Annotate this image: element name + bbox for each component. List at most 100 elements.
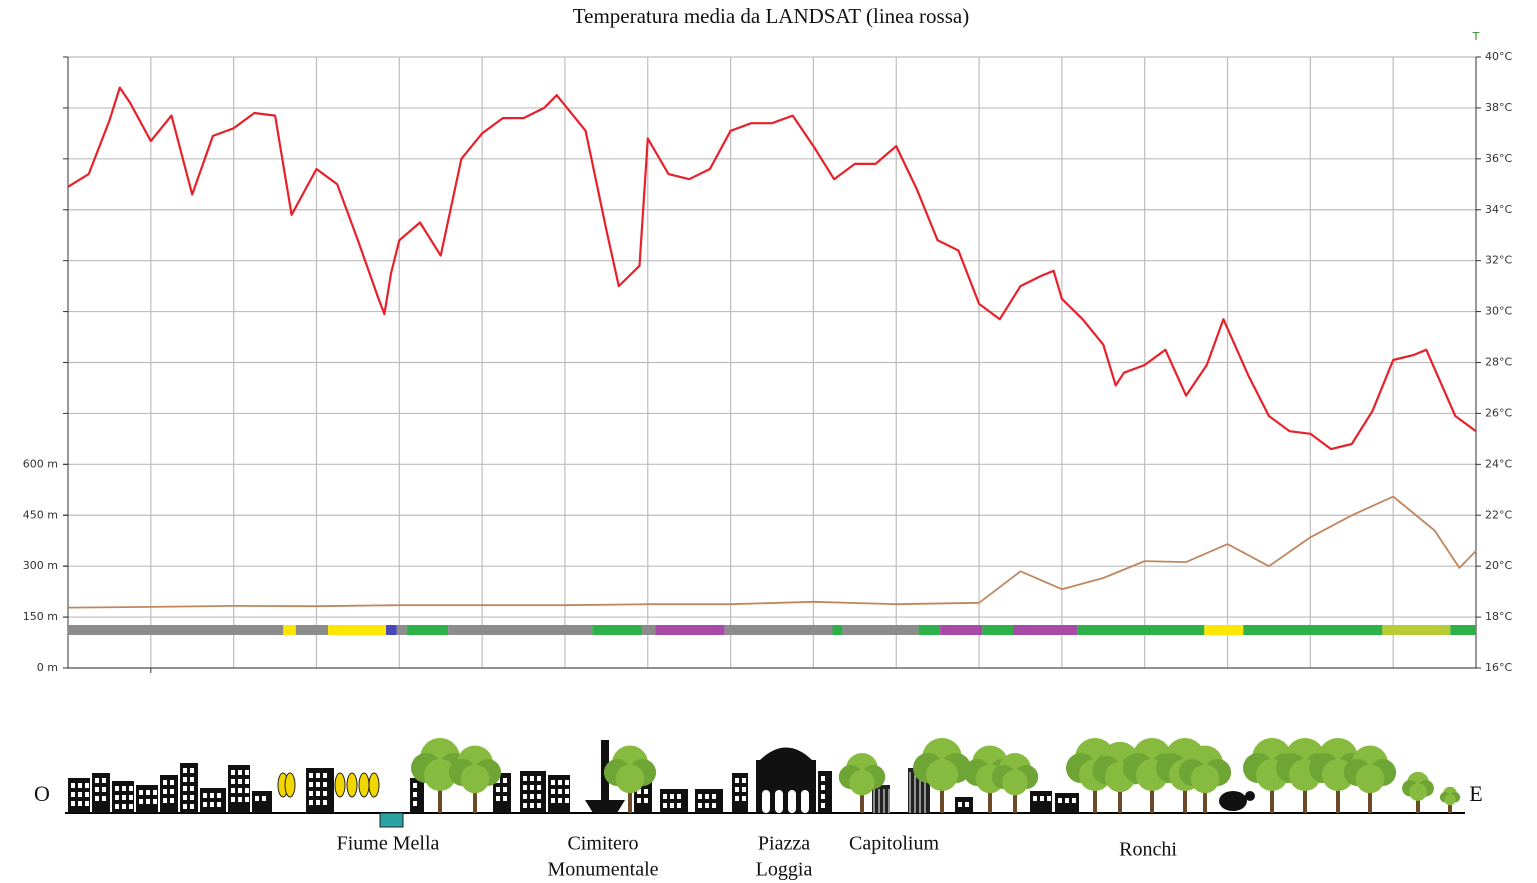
- wheat: [359, 773, 369, 797]
- window: [496, 796, 500, 801]
- window: [735, 796, 739, 801]
- land-use-segment: [448, 625, 592, 635]
- window: [210, 793, 214, 798]
- window: [742, 796, 746, 801]
- place-label: Cimitero: [567, 833, 638, 855]
- window: [316, 800, 320, 805]
- window: [565, 780, 569, 785]
- window: [129, 804, 133, 809]
- window: [85, 792, 89, 797]
- place-label: Loggia: [756, 859, 813, 881]
- land-use-segment: [397, 625, 407, 635]
- y2-tick-label: 34°C: [1485, 203, 1512, 216]
- window: [1065, 798, 1069, 803]
- y-tick-label: 150 m: [23, 610, 58, 623]
- window: [115, 786, 119, 791]
- land-use-segment: [832, 625, 842, 635]
- building: [660, 789, 688, 813]
- loggia-arch: [788, 790, 796, 813]
- y2-tick-label: 24°C: [1485, 457, 1512, 470]
- window: [85, 783, 89, 788]
- window: [183, 777, 187, 782]
- window: [170, 789, 174, 794]
- loggia-arch: [775, 790, 783, 813]
- window: [503, 778, 507, 783]
- y2-tick-label: 32°C: [1485, 254, 1512, 267]
- window: [821, 776, 825, 781]
- window: [637, 798, 641, 803]
- window: [712, 803, 716, 808]
- land-use-segment: [725, 625, 833, 635]
- window: [95, 796, 99, 801]
- window: [1040, 796, 1044, 801]
- place-label: Capitolium: [849, 833, 939, 855]
- land-use-segment: [68, 625, 283, 635]
- window: [503, 787, 507, 792]
- window: [231, 788, 235, 793]
- window: [309, 791, 313, 796]
- window: [95, 787, 99, 792]
- window: [316, 773, 320, 778]
- wheat: [347, 773, 357, 797]
- building: [695, 789, 723, 813]
- foliage: [1409, 783, 1427, 801]
- window: [183, 768, 187, 773]
- window: [245, 788, 249, 793]
- y2-tick-label: 30°C: [1485, 305, 1512, 318]
- window: [146, 799, 150, 804]
- window: [558, 780, 562, 785]
- window: [965, 802, 969, 807]
- land-use-segment: [642, 625, 655, 635]
- window: [71, 801, 75, 806]
- window: [78, 801, 82, 806]
- window: [742, 787, 746, 792]
- window: [245, 770, 249, 775]
- window: [670, 803, 674, 808]
- y2-tick-label: 38°C: [1485, 101, 1512, 114]
- window: [663, 803, 667, 808]
- foliage: [1002, 770, 1028, 796]
- window: [558, 789, 562, 794]
- wheat: [369, 773, 379, 797]
- window: [705, 794, 709, 799]
- window: [71, 783, 75, 788]
- y2-tick-label: 40°C: [1485, 50, 1512, 63]
- y2-tick-label: 20°C: [1485, 559, 1512, 572]
- y-tick-label: 300 m: [23, 559, 58, 572]
- west-label: O: [34, 781, 50, 806]
- place-label: Piazza: [758, 833, 810, 855]
- window: [85, 801, 89, 806]
- window: [190, 786, 194, 791]
- window: [1033, 796, 1037, 801]
- land-use-segment: [1204, 625, 1243, 635]
- building: [252, 791, 272, 813]
- land-use-segment: [283, 625, 295, 635]
- window: [129, 786, 133, 791]
- window: [323, 782, 327, 787]
- window: [183, 795, 187, 800]
- window: [139, 790, 143, 795]
- window: [705, 803, 709, 808]
- window: [262, 796, 266, 801]
- window: [735, 787, 739, 792]
- column-ruin: [872, 785, 890, 813]
- window: [958, 802, 962, 807]
- window: [102, 778, 106, 783]
- window: [146, 790, 150, 795]
- loggia-arch: [762, 790, 770, 813]
- window: [231, 770, 235, 775]
- window: [698, 803, 702, 808]
- window: [217, 802, 221, 807]
- building: [160, 775, 178, 813]
- building: [180, 763, 198, 813]
- window: [413, 783, 417, 788]
- window: [238, 788, 242, 793]
- window: [530, 803, 534, 808]
- window: [183, 804, 187, 809]
- window: [238, 770, 242, 775]
- window: [413, 792, 417, 797]
- window: [183, 786, 187, 791]
- land-use-segment: [919, 625, 941, 635]
- y2-tick-label: 22°C: [1485, 508, 1512, 521]
- window: [670, 794, 674, 799]
